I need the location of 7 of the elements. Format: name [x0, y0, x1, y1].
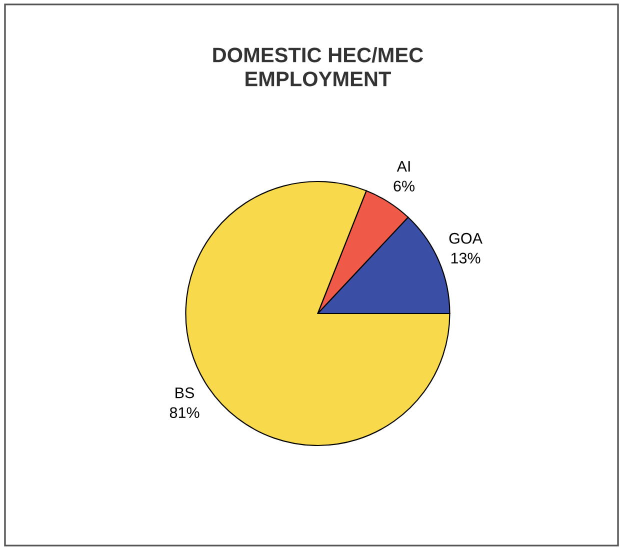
data-label: 81% — [170, 407, 200, 418]
data-label: 6% — [394, 180, 415, 192]
slice-label: GOA — [449, 232, 482, 244]
chart-title: DOMESTIC HEC/MEC EMPLOYMENT — [213, 47, 424, 86]
data-label: 13% — [451, 252, 480, 264]
slice-label: BS — [176, 387, 194, 398]
slice-label: AI — [396, 161, 410, 172]
